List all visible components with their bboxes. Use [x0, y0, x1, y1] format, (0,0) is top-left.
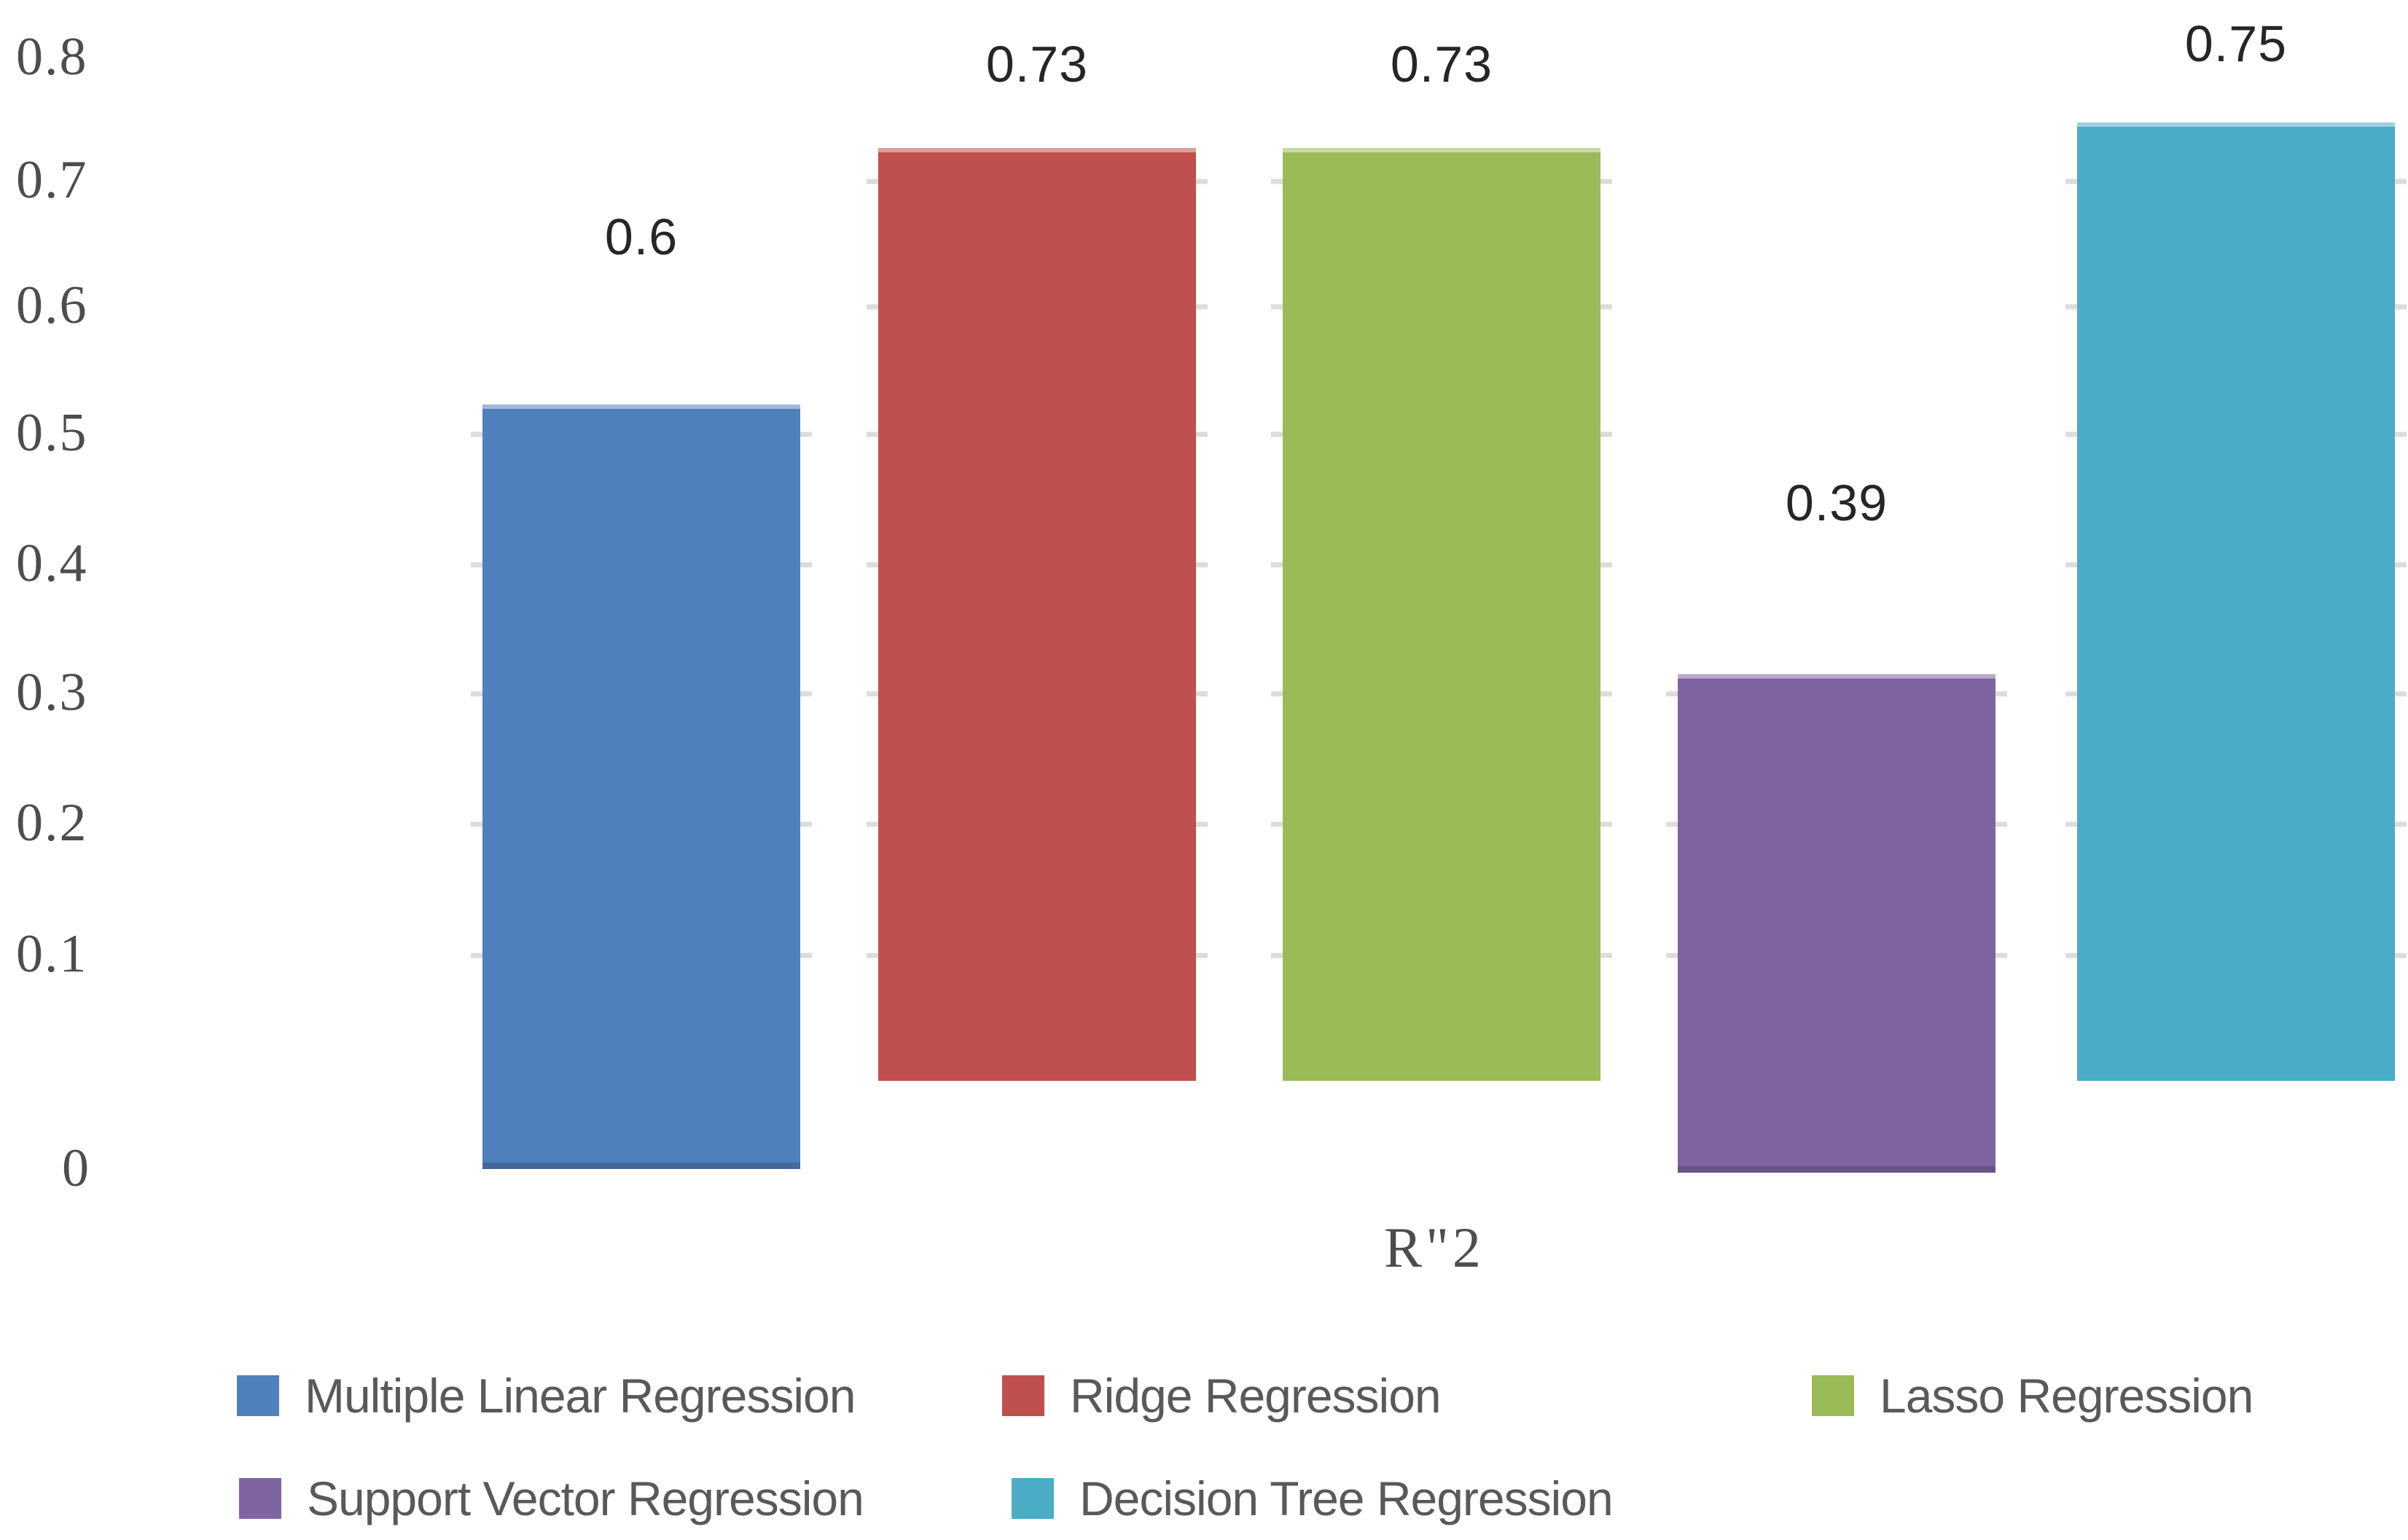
legend-item-multiple-linear-regression: Multiple Linear Regression: [237, 1369, 856, 1423]
gridline-stub: [2395, 691, 2407, 697]
y-tick-label-0-2: 0.2: [16, 792, 88, 853]
legend-label-decision-tree-regression: Decision Tree Regression: [1079, 1471, 1614, 1525]
data-label-ridge-regression: 0.73: [985, 36, 1089, 93]
bar-lasso-regression: [1283, 148, 1600, 1081]
y-tick-label-0-1: 0.1: [16, 923, 88, 984]
gridline-stub: [867, 821, 878, 827]
gridline-stub: [867, 431, 878, 437]
gridline-stub: [800, 562, 812, 568]
gridline-stub: [471, 691, 482, 697]
legend-swatch-lasso-regression: [1812, 1375, 1854, 1416]
gridline-stub: [2065, 821, 2077, 827]
legend-swatch-support-vector-regression: [239, 1478, 281, 1519]
gridline-stub: [1271, 179, 1283, 184]
y-tick-label-0-7: 0.7: [16, 149, 88, 210]
legend-item-support-vector-regression: Support Vector Regression: [239, 1471, 864, 1525]
legend-label-multiple-linear-regression: Multiple Linear Regression: [305, 1369, 856, 1423]
gridline-stub: [1271, 562, 1283, 568]
gridline-stub: [1196, 691, 1208, 697]
gridline-stub: [867, 691, 878, 697]
gridline-stub: [1600, 562, 1612, 568]
legend-item-decision-tree-regression: Decision Tree Regression: [1012, 1471, 1614, 1525]
gridline-stub: [1196, 562, 1208, 568]
gridline-stub: [471, 562, 482, 568]
gridline-stub: [2395, 821, 2407, 827]
data-label-lasso-regression: 0.73: [1390, 36, 1493, 93]
legend-swatch-multiple-linear-regression: [237, 1375, 279, 1416]
data-label-support-vector-regression: 0.39: [1785, 474, 1888, 531]
gridline-stub: [867, 953, 878, 958]
gridline-stub: [2065, 431, 2077, 437]
legend-item-ridge-regression: Ridge Regression: [1002, 1369, 1442, 1423]
gridline-stub: [800, 691, 812, 697]
gridline-stub: [867, 304, 878, 310]
data-label-decision-tree-regression: 0.75: [2184, 15, 2288, 72]
gridline-stub: [2065, 179, 2077, 184]
gridline-stub: [2065, 304, 2077, 310]
legend-swatch-ridge-regression: [1002, 1375, 1044, 1416]
y-tick-label-0-5: 0.5: [16, 402, 88, 463]
bar-decision-tree-regression: [2077, 122, 2395, 1081]
gridline-stub: [867, 562, 878, 568]
gridline-stub: [1600, 691, 1612, 697]
gridline-stub: [2395, 304, 2407, 310]
gridline-stub: [1600, 953, 1612, 958]
gridline-stub: [1995, 821, 2007, 827]
gridline-stub: [1196, 953, 1208, 958]
bar-top-edge-highlight: [878, 148, 1196, 153]
gridline-stub: [800, 431, 812, 437]
gridline-stub: [1271, 304, 1283, 310]
gridline-stub: [867, 179, 878, 184]
y-tick-label-0-3: 0.3: [16, 662, 88, 722]
x-axis-title: R"2: [1384, 1216, 1485, 1279]
legend-label-ridge-regression: Ridge Regression: [1070, 1369, 1442, 1423]
gridline-stub: [1196, 821, 1208, 827]
gridline-stub: [800, 953, 812, 958]
gridline-stub: [800, 821, 812, 827]
legend-swatch-decision-tree-regression: [1012, 1478, 1054, 1519]
gridline-stub: [1271, 953, 1283, 958]
gridline-stub: [2395, 562, 2407, 568]
gridline-stub: [1600, 179, 1612, 184]
bar-ridge-regression: [878, 148, 1196, 1081]
y-tick-label-0-6: 0.6: [16, 275, 88, 335]
gridline-stub: [1600, 431, 1612, 437]
bar-top-edge-highlight: [1283, 148, 1600, 153]
gridline-stub: [1995, 691, 2007, 697]
gridline-stub: [1271, 691, 1283, 697]
gridline-stub: [1196, 431, 1208, 437]
bar-multiple-linear-regression: [482, 404, 800, 1170]
gridline-stub: [471, 953, 482, 958]
gridline-stub: [1196, 304, 1208, 310]
y-tick-label-0-4: 0.4: [16, 533, 88, 593]
gridline-stub: [1666, 821, 1678, 827]
bar-top-edge-highlight: [1678, 673, 1995, 679]
bar-top-edge-highlight: [2077, 122, 2395, 127]
gridline-stub: [1666, 691, 1678, 697]
gridline-stub: [2065, 953, 2077, 958]
gridline-stub: [2065, 691, 2077, 697]
y-tick-label-0: 0: [62, 1138, 90, 1198]
bar-top-edge-highlight: [482, 404, 800, 410]
data-label-multiple-linear-regression: 0.6: [604, 208, 679, 265]
gridline-stub: [1600, 821, 1612, 827]
gridline-stub: [1666, 953, 1678, 958]
legend-item-lasso-regression: Lasso Regression: [1812, 1369, 2253, 1423]
gridline-stub: [2395, 179, 2407, 184]
y-tick-label-0-8: 0.8: [16, 26, 88, 87]
legend-label-lasso-regression: Lasso Regression: [1880, 1369, 2253, 1423]
gridline-stub: [471, 821, 482, 827]
gridline-stub: [1271, 821, 1283, 827]
gridline-stub: [1271, 431, 1283, 437]
gridline-stub: [471, 431, 482, 437]
gridline-stub: [2065, 562, 2077, 568]
gridline-stub: [1995, 953, 2007, 958]
gridline-stub: [1196, 179, 1208, 184]
gridline-stub: [2395, 953, 2407, 958]
bar-support-vector-regression: [1678, 673, 1995, 1173]
gridline-stub: [2395, 431, 2407, 437]
legend-label-support-vector-regression: Support Vector Regression: [307, 1471, 864, 1525]
gridline-stub: [1600, 304, 1612, 310]
